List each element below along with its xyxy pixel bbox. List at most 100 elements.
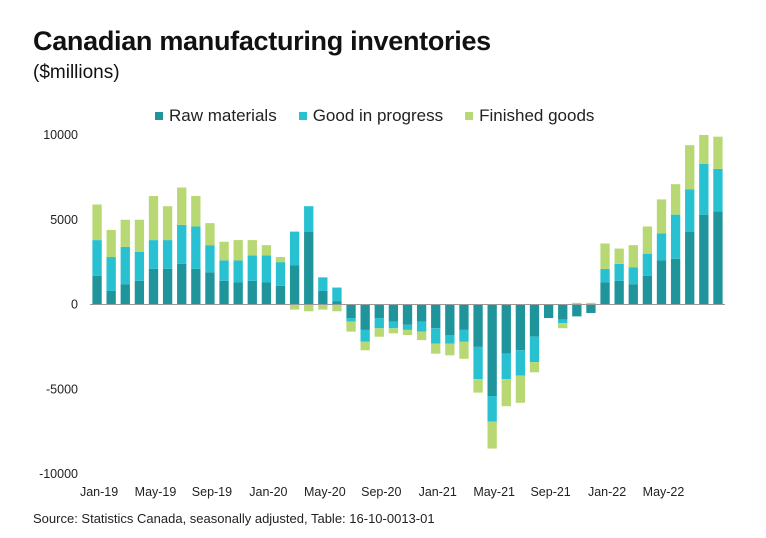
bar-segment: [92, 240, 102, 276]
bar-segment: [374, 328, 384, 337]
bar-segment: [304, 206, 314, 232]
bar-segment: [459, 304, 469, 330]
bar-segment: [515, 350, 526, 376]
bar-segment: [600, 282, 610, 305]
bar-segment: [120, 246, 130, 285]
bar-segment: [670, 258, 681, 305]
bar-segment: [205, 223, 215, 246]
bar-segment: [670, 214, 681, 259]
bar-segment: [120, 284, 130, 305]
chart-subtitle: ($millions): [33, 62, 120, 83]
bar-segment: [670, 184, 681, 215]
bar-segment: [148, 240, 159, 269]
bar-segment: [289, 304, 300, 310]
bar-segment: [177, 263, 187, 305]
bar-segment: [247, 255, 257, 281]
bar-segment: [162, 206, 173, 241]
bar-segment: [162, 240, 173, 269]
bar-segment: [318, 277, 328, 291]
bar-segment: [459, 341, 469, 359]
x-tick-label: Jan-19: [80, 485, 118, 499]
bar-segment: [191, 226, 201, 269]
bar-segment: [388, 328, 399, 334]
y-tick-label: 5000: [50, 213, 78, 227]
bar-segment: [628, 245, 638, 268]
bar-segment: [388, 321, 399, 329]
x-tick-label: May-20: [304, 485, 346, 499]
bar-segment: [558, 304, 568, 320]
legend-swatch-raw-materials: [155, 112, 163, 120]
bar-segment: [205, 272, 215, 305]
bar-segment: [205, 245, 215, 273]
bar-segment: [529, 304, 540, 337]
y-tick-label: 10000: [43, 128, 78, 142]
bar-segment: [656, 199, 667, 234]
bar-segment: [685, 145, 695, 190]
bar-segment: [529, 336, 540, 363]
bar-segment: [346, 321, 356, 332]
bar-segment: [600, 243, 610, 269]
bar-segment: [642, 275, 653, 305]
bar-segment: [219, 260, 229, 281]
bar-segment: [360, 304, 370, 330]
bar-segment: [402, 329, 413, 336]
bar-segment: [501, 353, 511, 380]
bar-segment: [191, 268, 201, 305]
bar-segment: [501, 379, 511, 407]
bar-segment: [699, 163, 709, 215]
legend-label-good-in-progress: Good in progress: [312, 106, 444, 125]
bar-segment: [388, 304, 399, 322]
bar-segment: [261, 255, 272, 283]
bar-segment: [431, 304, 441, 329]
x-tick-label: May-21: [473, 485, 515, 499]
bar-segment: [219, 241, 229, 261]
legend: Raw materials Good in progress Finished …: [155, 106, 616, 126]
bar-segment: [713, 136, 723, 169]
bar-segment: [275, 257, 286, 263]
bar-segment: [628, 284, 638, 305]
bar-segment: [247, 280, 257, 305]
bar-segment: [360, 341, 370, 351]
bar-segment: [473, 379, 483, 393]
bar-segment: [346, 318, 356, 322]
bar-segment: [431, 328, 441, 344]
bar-segment: [332, 304, 342, 312]
y-tick-label: -5000: [46, 382, 78, 396]
bar-segment: [261, 245, 272, 256]
bar-segment: [515, 375, 526, 403]
bar-segment: [219, 280, 229, 305]
bar-segment: [586, 304, 596, 313]
bar-segment: [120, 219, 130, 247]
bar-segment: [558, 319, 568, 324]
bar-segment: [572, 304, 582, 317]
y-tick-label: -10000: [39, 467, 78, 481]
bar-segment: [233, 282, 243, 305]
bar-segment: [92, 275, 102, 305]
legend-swatch-finished-goods: [465, 112, 474, 120]
bar-segment: [572, 302, 582, 305]
legend-item-raw-materials: Raw materials: [155, 106, 277, 126]
y-tick-label: 0: [71, 298, 78, 312]
bar-segment: [162, 268, 173, 305]
bar-segment: [529, 362, 540, 373]
legend-label-raw-materials: Raw materials: [169, 106, 277, 125]
bar-segment: [558, 323, 568, 329]
bar-segment: [431, 343, 441, 354]
bar-segment: [600, 268, 610, 283]
bar-segment: [445, 304, 455, 336]
bar-segment: [134, 219, 145, 252]
bar-segment: [304, 231, 314, 305]
bar-segment: [614, 248, 624, 264]
bar-segment: [289, 265, 300, 305]
bar-segment: [275, 285, 286, 305]
bar-segment: [416, 321, 427, 332]
bar-segment: [92, 204, 102, 241]
bar-segment: [191, 196, 201, 227]
x-tick-label: Jan-20: [249, 485, 287, 499]
bar-segment: [416, 331, 427, 341]
legend-label-finished-goods: Finished goods: [479, 106, 595, 125]
bar-segment: [106, 229, 116, 258]
bar-segment: [374, 304, 384, 319]
bar-segment: [656, 233, 667, 261]
bar-segment: [614, 263, 624, 281]
